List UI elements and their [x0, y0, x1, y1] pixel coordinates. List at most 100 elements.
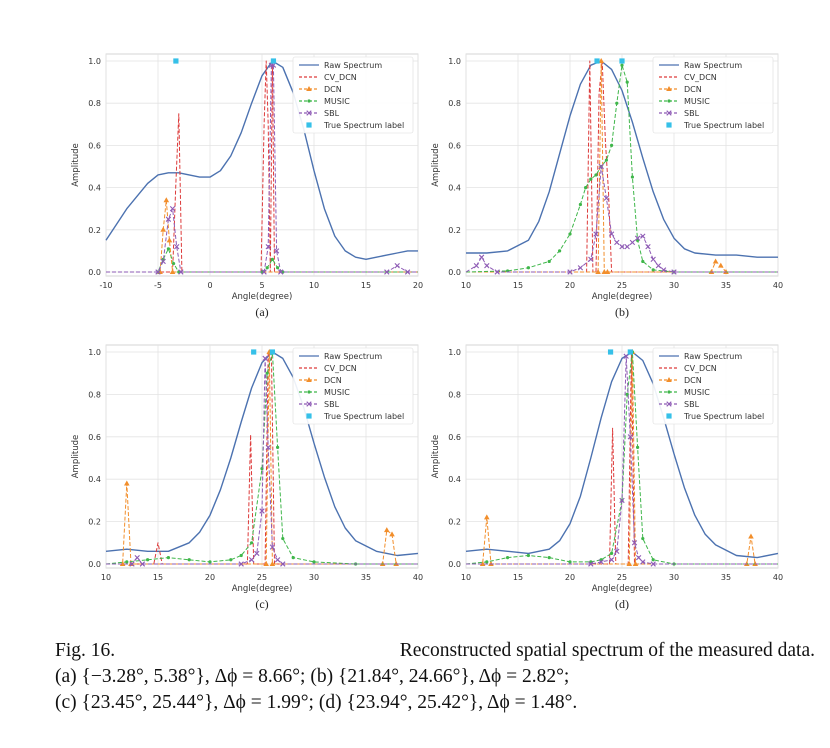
- music-marker: [281, 536, 285, 541]
- music-marker: [526, 266, 531, 270]
- legend-label: CV_DCN: [684, 73, 717, 82]
- sbl-marker: [635, 554, 642, 561]
- dcn-marker: [269, 561, 276, 566]
- y-tick-label: 1.0: [88, 57, 101, 66]
- sbl-marker: [273, 248, 280, 254]
- music-marker: [584, 186, 588, 190]
- y-tick-label: 0.8: [88, 99, 101, 108]
- music-marker: [276, 266, 280, 270]
- sbl-marker: [624, 243, 630, 250]
- sbl-marker: [645, 243, 651, 250]
- legend-box: [652, 56, 774, 134]
- sbl-marker: [262, 355, 268, 362]
- sbl-marker: [129, 561, 135, 567]
- figure-grid: -10 -5 0 5 10 15 20 0.0 0.2 0.4 0.6 0.8 1.0 Angle(deg…: [71, 53, 783, 611]
- sbl-marker: [139, 561, 146, 567]
- x-tick-label: 20: [565, 573, 575, 582]
- y-tick-label: 0.4: [448, 184, 461, 193]
- sbl-marker: [494, 269, 500, 275]
- x-tick-label: 40: [413, 573, 423, 582]
- x-tick-label: 30: [669, 281, 679, 290]
- sbl-marker: [473, 262, 480, 269]
- sbl-marker: [280, 561, 286, 567]
- dcn-marker: [712, 258, 719, 264]
- x-tick-label: 15: [513, 281, 523, 290]
- music-marker: [604, 158, 609, 162]
- sbl-marker: [640, 559, 646, 565]
- sbl-marker: [577, 265, 584, 271]
- sbl-marker: [608, 231, 615, 237]
- sbl-marker: [588, 256, 594, 263]
- y-axis-label: Amplitude: [431, 143, 441, 187]
- sbl-marker: [598, 163, 604, 170]
- panel-b: 10 15 20 25 30 35 40 0.0 0.2 0.4 0.6 0.8 1.0 Angle(de…: [431, 53, 783, 319]
- legend-marker: [666, 413, 672, 419]
- x-tick-label: 25: [617, 573, 627, 582]
- true-label-marker: [607, 349, 614, 355]
- series-sbl: [106, 357, 418, 565]
- dcn-marker: [384, 527, 390, 533]
- music-marker: [547, 556, 551, 560]
- sbl-marker: [265, 444, 271, 451]
- legend-label: Raw Spectrum: [684, 61, 742, 70]
- sbl-marker: [650, 561, 656, 567]
- music-marker: [526, 553, 531, 558]
- y-tick-label: 0.0: [448, 268, 461, 277]
- sbl-marker: [623, 353, 629, 359]
- dcn-marker: [479, 561, 486, 566]
- y-tick-label: 0.2: [88, 226, 101, 235]
- legend-marker: [307, 390, 311, 394]
- panel-a: -10 -5 0 5 10 15 20 0.0 0.2 0.4 0.6 0.8 1.0 Angle(deg…: [71, 53, 423, 319]
- legend-box: [652, 347, 774, 425]
- dcn-marker: [626, 561, 633, 566]
- music-marker: [610, 551, 614, 556]
- music-marker: [641, 536, 645, 541]
- sbl-marker: [254, 550, 260, 557]
- legend-label: DCN: [684, 376, 702, 385]
- legend-marker: [666, 122, 672, 128]
- legend-label: DCN: [324, 85, 342, 94]
- y-tick-label: 0.0: [88, 560, 101, 569]
- panel-label: (b): [615, 305, 629, 319]
- music-marker: [620, 63, 624, 67]
- dcn-marker: [598, 58, 604, 63]
- y-tick-label: 0.6: [448, 433, 461, 442]
- x-tick-label: 35: [361, 573, 371, 582]
- legend-marker: [667, 99, 671, 103]
- legend-label: DCN: [684, 85, 702, 94]
- y-tick-label: 0.6: [448, 141, 461, 150]
- music-marker: [265, 266, 269, 270]
- sbl-marker: [261, 269, 267, 275]
- x-tick-label: 35: [721, 281, 731, 290]
- sbl-marker: [588, 561, 594, 567]
- sbl-marker: [629, 239, 636, 246]
- y-tick-label: 0.0: [448, 560, 461, 569]
- panel-label: (c): [255, 597, 268, 611]
- music-marker: [641, 259, 645, 264]
- music-marker: [594, 173, 598, 177]
- music-marker: [166, 247, 170, 251]
- legend-marker: [306, 110, 312, 116]
- true-label-marker: [627, 349, 633, 355]
- sbl-marker: [631, 540, 638, 546]
- caption-title: Reconstructed spatial spectrum of the me…: [399, 640, 815, 661]
- y-tick-label: 0.2: [448, 518, 461, 527]
- sbl-marker: [608, 557, 615, 563]
- sbl-marker: [478, 254, 485, 260]
- y-tick-label: 0.6: [88, 433, 101, 442]
- sbl-marker: [614, 548, 620, 554]
- dcn-marker: [166, 237, 173, 243]
- sbl-marker: [634, 235, 641, 241]
- sbl-marker: [404, 269, 411, 275]
- sbl-marker: [619, 497, 625, 504]
- x-tick-label: 20: [205, 573, 215, 582]
- true-label-marker: [251, 349, 257, 355]
- sbl-marker: [265, 243, 271, 250]
- sbl-marker: [650, 256, 656, 263]
- legend-label: DCN: [324, 376, 342, 385]
- true-label-marker: [594, 58, 600, 64]
- x-tick-label: 40: [773, 573, 783, 582]
- legend-label: MUSIC: [324, 388, 350, 397]
- music-marker: [651, 268, 655, 272]
- dcn-marker: [595, 269, 601, 274]
